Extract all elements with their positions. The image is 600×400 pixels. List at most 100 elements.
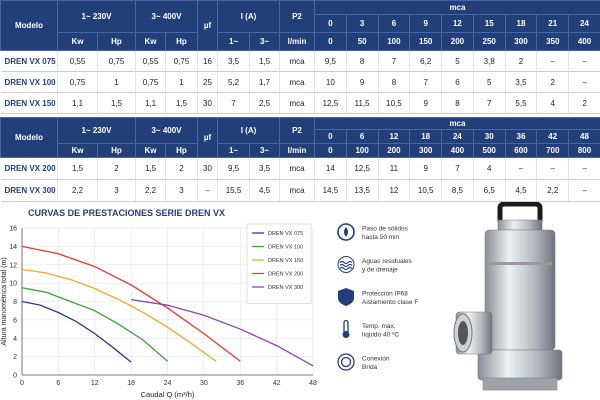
header-cell: 400 [441, 143, 474, 158]
header-cell: 0 [314, 143, 347, 158]
table-cell: 4,5 [504, 179, 537, 202]
model-cell: DREN VX 075 [0, 50, 58, 72]
header-cell: I (A) [217, 117, 280, 144]
x-tick-label: 0 [20, 380, 24, 387]
legend-label: DREN VX 100 [268, 245, 303, 251]
table-cell: 1 [165, 71, 198, 93]
table-body: DREN VX 200 1,5 2 1,5 2 30 9,5 3,5 mca 14 12,5 11 9 7… [0, 157, 600, 202]
table-cell: 5,2 [217, 71, 250, 93]
model-cell: DREN VX 100 [0, 71, 58, 93]
table-cell: – [536, 50, 569, 72]
header-cell: 18 [409, 129, 443, 144]
x-tick-label: 48 [309, 380, 317, 387]
table-cell: 10,5 [377, 92, 410, 114]
legend-box [246, 223, 312, 304]
table-cell: 1 [97, 71, 136, 93]
table-cell: 7 [409, 71, 442, 93]
table-cell: 3 [97, 179, 136, 202]
series-line [21, 245, 241, 362]
table-cell: 6 [441, 71, 474, 93]
table-cell: 30 [197, 92, 218, 114]
table-cell: 1,5 [249, 50, 280, 72]
header-cell: 6 [377, 14, 411, 33]
spec-table: Modelo 1~ 230V 3~ 400V µf I (A) P2 mca 0 3 6 9 12 15… [0, 0, 600, 114]
header-row: Kw Hp Kw Hp 1~ 3~ l/min 0 50 100 150 200 250 300 350 40… [1, 32, 600, 51]
table-cell: 10 [314, 71, 347, 93]
table-body: DREN VX 075 0,55 0,75 0,55 0,75 16 3,5 1,5 mca 9,… [0, 50, 600, 114]
table-cell: 0,75 [97, 50, 136, 72]
table-cell: 2,2 [135, 179, 166, 202]
header-cell: mca [314, 117, 600, 130]
header-cell: 12 [377, 129, 411, 144]
header-cell: 15 [472, 14, 506, 33]
header-cell: 100 [345, 143, 379, 158]
chart-title: CURVAS DE PRESTACIONES SERIE DREN VX [28, 208, 225, 218]
header-cell: 700 [536, 143, 570, 158]
table-cell: 1,5 [97, 92, 136, 114]
header-cell: 300 [409, 143, 443, 158]
feature-icon [337, 256, 355, 273]
table-cell: mca [279, 157, 315, 180]
table-cell: 2,5 [249, 92, 280, 114]
header-cell: Kw [57, 143, 98, 158]
table-cell: 11,5 [345, 92, 379, 114]
table-cell: 3,5 [249, 157, 280, 180]
header-cell: 300 [504, 32, 538, 51]
pump-image [453, 202, 563, 391]
legend-label: DREN VX 300 [268, 285, 303, 291]
header-cell: 50 [345, 32, 379, 51]
x-tick-label: 24 [164, 380, 172, 387]
table-cell: 5 [472, 71, 506, 93]
header-cell: 12 [441, 14, 474, 33]
header-cell: 200 [377, 143, 411, 158]
feature-text: Paso de sólidos [362, 226, 409, 233]
table-cell: 0,55 [135, 50, 166, 72]
table-row: DREN VX 200 1,5 2 1,5 2 30 9,5 3,5 mca 14 12,5 11 9 7… [0, 157, 600, 180]
lower-section: CURVAS DE PRESTACIONES SERIE DREN VX0246… [1, 202, 563, 399]
table-cell: 9 [345, 71, 379, 93]
table-cell: 1,5 [165, 92, 198, 114]
table-cell: 9,5 [217, 157, 250, 180]
table-cell: 12 [377, 179, 410, 202]
header-cell: 24 [441, 129, 474, 144]
header-cell: 9 [409, 14, 443, 33]
header-cell: 0 [314, 129, 347, 144]
header-cell: 24 [568, 14, 600, 33]
feature-text: Brida [362, 364, 378, 371]
feature-icon [338, 288, 354, 306]
table-cell: – [504, 157, 537, 180]
header-cell: 400 [568, 32, 600, 51]
table-cell: 9,5 [314, 50, 347, 72]
y-axis-label: Altura manométrica total (m) [1, 257, 8, 345]
table-cell: 5,5 [504, 92, 537, 114]
table-cell: 2,2 [57, 179, 98, 202]
header-cell: Hp [165, 143, 198, 158]
table-cell: 7 [441, 157, 474, 180]
table-cell: – [568, 179, 600, 202]
table-cell: 15,5 [217, 179, 250, 202]
table-cell: 6,2 [409, 50, 442, 72]
table-cell: 2 [504, 50, 537, 72]
header-cell: 3 [345, 14, 379, 33]
header-row: Kw Hp Kw Hp 1~ 3~ l/min 0 100 200 300 400 500 600 700 8… [1, 143, 600, 158]
x-tick-label: 36 [236, 380, 244, 387]
y-tick-label: 4 [13, 336, 17, 343]
table-row: DREN VX 100 0,75 1 0,75 1 25 5,2 1,7 mca 10 9 8 7 6 5 3… [0, 71, 600, 93]
y-tick-label: 2 [13, 354, 17, 361]
table-cell: mca [279, 71, 315, 93]
y-tick-label: 6 [13, 317, 17, 324]
table-cell: 2 [568, 92, 600, 114]
header-cell: 6 [345, 129, 379, 144]
table-cell: 4 [536, 92, 569, 114]
feature-text: Temp. máx. [362, 323, 396, 330]
header-cell: 42 [536, 129, 570, 144]
table-cell: 14 [314, 157, 347, 180]
header-row: 0 6 12 18 24 30 36 42 48 [1, 129, 600, 144]
feature-text: Aguas residuales [362, 258, 413, 265]
y-tick-label: 0 [13, 373, 17, 380]
header-cell: Kw [135, 32, 166, 51]
table-cell: 3,5 [504, 71, 537, 93]
feature-icon [342, 319, 350, 338]
header-cell: 200 [441, 32, 474, 51]
model-cell: DREN VX 150 [0, 92, 58, 114]
